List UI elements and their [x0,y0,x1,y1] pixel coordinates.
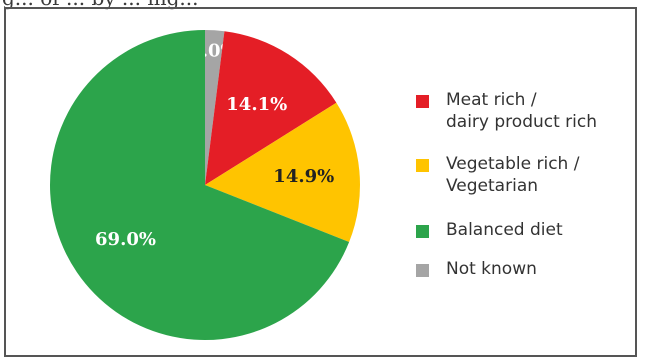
legend-label-meat-rich-line2: dairy product rich [446,112,598,132]
legend-swatch-vegetable-rich [416,159,429,172]
legend-label-vegetable-rich-line1: Vegetable rich / [446,154,580,174]
pie-slice-meat-rich-dairy-product-rich [205,31,337,185]
pie-chart: 2.0%14.1%14.9%69.0% [49,30,360,340]
pie-label-vegetable-rich-vegetarian: 14.9% [273,166,334,187]
legend-swatch-balanced-diet [416,225,429,238]
legend-label-vegetable-rich-line2: Vegetarian [446,176,539,196]
legend-label-not-known: Not known [446,259,537,279]
chart-frame: 2.0% 14.1% 14.9% 69.0% Meat rich / dairy pr… [4,7,637,357]
legend-label-vegetable-rich: Vegetable rich / Vegetarian [446,153,579,197]
legend-swatch-meat-rich [416,95,429,108]
pie-slice-not-known [205,30,225,185]
pie-slice-balanced-diet [49,30,350,340]
pie-label-balanced-diet: 69.0% [95,229,156,250]
pie-label-meat-rich-dairy-product-rich: 14.1% [226,94,287,115]
pie-slice-vegetable-rich-vegetarian [205,102,360,243]
legend-swatch-not-known [416,264,429,277]
legend-label-meat-rich-line1: Meat rich / [446,90,537,110]
chart-title-cutoff: g... of ... by ... ing... [2,0,602,8]
legend-label-balanced-diet: Balanced diet [446,220,563,240]
legend-label-meat-rich: Meat rich / dairy product rich [446,89,597,133]
